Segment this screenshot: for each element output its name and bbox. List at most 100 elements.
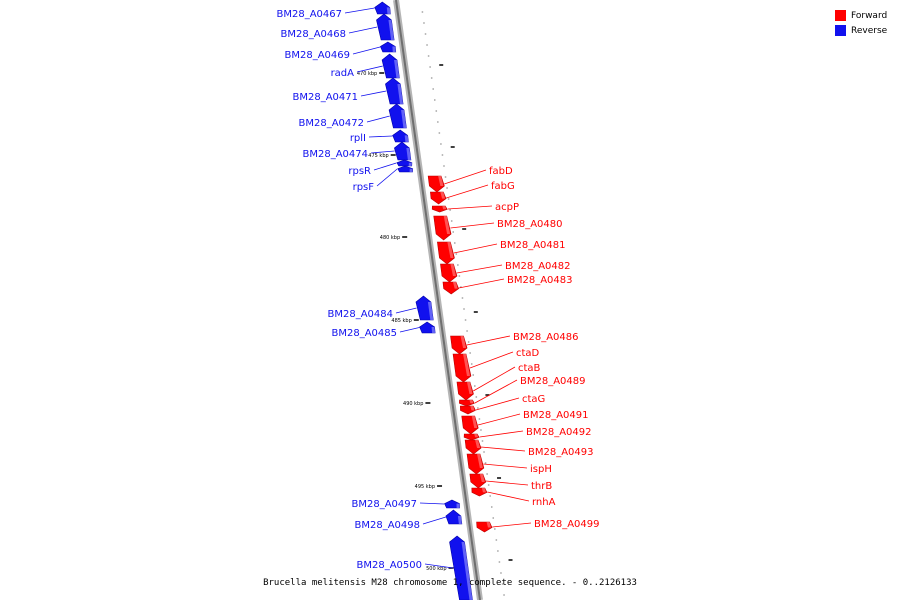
label-connector: [422, 516, 446, 525]
gene-label[interactable]: rplI: [350, 133, 366, 144]
label-connector: [485, 480, 529, 486]
legend-reverse-label: Reverse: [851, 25, 888, 36]
map-caption: Brucella melitensis M28 chromosome 1, co…: [263, 578, 637, 588]
gene-highlight: [442, 206, 447, 210]
gene-label[interactable]: BM28_A0484: [327, 309, 393, 320]
label-connector: [446, 184, 489, 199]
gene-label[interactable]: ctaG: [522, 394, 545, 405]
gene-highlight: [463, 354, 470, 376]
gene-labels: BM28_A0467 BM28_A0468 BM28_A0469 radA BM28_A…: [276, 9, 599, 571]
gene-label[interactable]: BM28_A0485: [331, 328, 397, 339]
label-connector: [356, 65, 383, 73]
gene-highlight: [481, 488, 486, 493]
gene-label[interactable]: BM28_A0493: [528, 447, 594, 458]
gene-highlight: [409, 168, 413, 172]
gene-label[interactable]: BM28_A0486: [513, 332, 579, 343]
gene-label[interactable]: BM28_A0472: [298, 118, 364, 129]
legend-forward: Forward: [835, 8, 890, 23]
gene-arrow[interactable]: [444, 499, 460, 509]
kbp-label: 480 kbp: [380, 235, 400, 241]
gene-arrow[interactable]: [449, 535, 473, 600]
gene-arrow[interactable]: [419, 321, 436, 334]
gene-label[interactable]: BM28_A0474: [302, 149, 368, 160]
gene-features: [374, 1, 493, 600]
gene-label[interactable]: BM28_A0482: [505, 261, 571, 272]
tick-marks: 470 kbp 475 kbp 480 kbp 485 kbp 490 kbp 495 k…: [357, 11, 513, 596]
gene-label[interactable]: acpP: [495, 202, 519, 213]
gene-highlight: [427, 302, 434, 320]
gene-highlight: [477, 454, 483, 468]
label-connector: [475, 397, 520, 411]
gene-highlight: [408, 162, 412, 166]
kbp-label: 500 kbp: [426, 566, 446, 572]
label-connector: [366, 115, 390, 123]
gene-label[interactable]: rpsF: [353, 182, 375, 193]
gene-highlight: [479, 474, 485, 482]
gene-highlight: [386, 7, 391, 14]
gene-highlight: [438, 176, 444, 186]
legend-reverse: Reverse: [835, 23, 890, 38]
label-connector: [474, 379, 518, 404]
gene-highlight: [450, 264, 456, 276]
gene-label[interactable]: BM28_A0467: [276, 9, 342, 20]
gene-highlight: [475, 440, 481, 448]
kbp-label: 475 kbp: [368, 153, 388, 159]
gene-highlight: [474, 434, 479, 438]
kbp-label: 485 kbp: [391, 318, 411, 324]
kbp-label: 490 kbp: [403, 401, 423, 407]
gene-label[interactable]: fabD: [489, 166, 513, 177]
gene-label[interactable]: BM28_A0497: [351, 499, 417, 510]
gene-label[interactable]: BM28_A0468: [280, 29, 346, 40]
gene-label[interactable]: BM28_A0471: [292, 92, 358, 103]
gene-highlight: [397, 84, 404, 104]
gene-label[interactable]: BM28_A0489: [520, 376, 586, 387]
label-connector: [458, 278, 505, 289]
gene-label[interactable]: BM28_A0469: [284, 50, 350, 61]
gene-label[interactable]: rnhA: [532, 497, 556, 508]
gene-highlight: [406, 148, 411, 160]
gene-highlight: [471, 416, 478, 428]
label-connector: [466, 335, 511, 346]
gene-arrow[interactable]: [379, 41, 397, 53]
label-connector: [456, 264, 503, 274]
label-connector: [487, 491, 530, 502]
gene-label[interactable]: radA: [331, 68, 355, 79]
gene-label[interactable]: BM28_A0492: [526, 427, 592, 438]
gene-highlight: [431, 326, 436, 333]
label-connector: [352, 46, 381, 55]
gene-label[interactable]: ctaB: [518, 363, 541, 374]
label-connector: [419, 502, 445, 505]
gene-label[interactable]: thrB: [531, 481, 552, 492]
forward-swatch: [835, 10, 846, 21]
gene-label[interactable]: ispH: [530, 464, 552, 475]
kbp-label: 495 kbp: [415, 484, 435, 490]
gene-highlight: [469, 400, 474, 404]
gene-label[interactable]: BM28_A0480: [497, 219, 563, 230]
legend-forward-label: Forward: [851, 10, 888, 21]
label-connector: [469, 351, 514, 369]
gene-label[interactable]: BM28_A0500: [356, 560, 422, 571]
gene-highlight: [443, 216, 451, 234]
gene-arrow[interactable]: [445, 509, 463, 525]
gene-label[interactable]: BM28_A0481: [500, 240, 566, 251]
label-connector: [450, 222, 495, 229]
label-connector: [344, 7, 375, 14]
label-connector: [399, 327, 420, 333]
gene-label[interactable]: BM28_A0499: [534, 519, 600, 530]
gene-highlight: [460, 336, 467, 348]
gene-label[interactable]: BM28_A0483: [507, 275, 573, 286]
label-connector: [368, 135, 393, 138]
gene-label[interactable]: ctaD: [516, 348, 540, 359]
gene-label[interactable]: BM28_A0498: [354, 520, 420, 531]
gene-highlight: [457, 516, 462, 524]
gene-label[interactable]: fabG: [491, 181, 515, 192]
gene-label[interactable]: BM28_A0491: [523, 410, 589, 421]
gene-arrow[interactable]: [397, 165, 414, 173]
gene-highlight: [401, 110, 407, 128]
label-connector: [376, 168, 398, 187]
label-connector: [348, 26, 378, 34]
kbp-label: 470 kbp: [357, 71, 377, 77]
reverse-swatch: [835, 25, 846, 36]
gene-label[interactable]: rpsR: [348, 166, 371, 177]
label-connector: [477, 413, 521, 426]
